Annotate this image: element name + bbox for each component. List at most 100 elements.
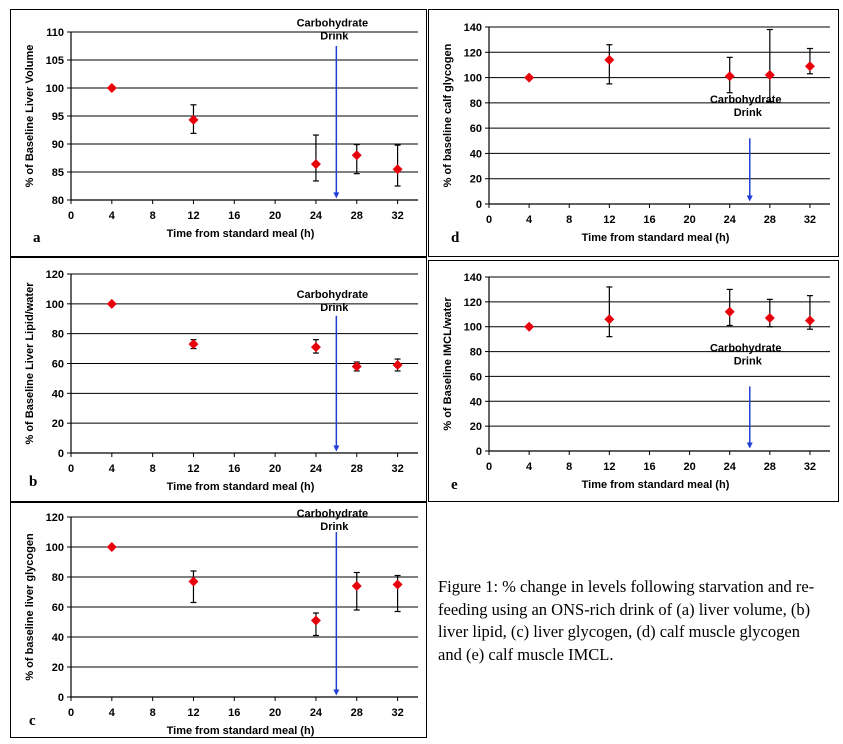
data-point bbox=[764, 70, 775, 81]
data-point bbox=[392, 359, 403, 370]
y-tick-label: 80 bbox=[470, 98, 482, 110]
x-tick-label: 32 bbox=[391, 210, 403, 222]
y-axis-label: % of Baseline Liver Lipid/water bbox=[24, 282, 36, 445]
y-tick-label: 20 bbox=[470, 174, 482, 186]
y-tick-label: 80 bbox=[52, 572, 64, 584]
panel-label: d bbox=[451, 230, 460, 246]
x-axis-label: Time from standard meal (h) bbox=[582, 479, 730, 491]
y-tick-label: 80 bbox=[52, 195, 64, 207]
data-point bbox=[724, 71, 735, 82]
x-tick-label: 28 bbox=[764, 214, 776, 226]
x-tick-label: 8 bbox=[566, 214, 572, 226]
annotation-text: Carbohydrate bbox=[710, 94, 782, 106]
annotation-text: Carbohydrate bbox=[297, 289, 369, 301]
y-tick-label: 120 bbox=[46, 269, 64, 281]
x-tick-label: 4 bbox=[109, 210, 116, 222]
x-tick-label: 0 bbox=[486, 214, 492, 226]
y-tick-label: 110 bbox=[46, 27, 64, 39]
data-point bbox=[188, 114, 199, 125]
y-tick-label: 105 bbox=[46, 55, 64, 67]
x-tick-label: 28 bbox=[351, 463, 363, 475]
data-point bbox=[604, 54, 615, 65]
y-tick-label: 140 bbox=[464, 272, 482, 284]
x-tick-label: 4 bbox=[109, 463, 116, 475]
data-point bbox=[392, 164, 403, 175]
x-tick-label: 16 bbox=[643, 214, 655, 226]
y-tick-label: 0 bbox=[476, 446, 482, 458]
data-point bbox=[351, 150, 362, 161]
y-tick-label: 120 bbox=[464, 47, 482, 59]
y-tick-label: 20 bbox=[52, 418, 64, 430]
x-tick-label: 8 bbox=[150, 707, 156, 719]
y-axis-label: % of baseline liver glycogen bbox=[24, 533, 36, 681]
x-axis-label: Time from standard meal (h) bbox=[167, 228, 315, 240]
y-tick-label: 90 bbox=[52, 139, 64, 151]
y-tick-label: 40 bbox=[470, 148, 482, 160]
y-tick-label: 80 bbox=[52, 329, 64, 341]
data-point bbox=[106, 83, 117, 93]
x-tick-label: 28 bbox=[764, 461, 776, 473]
y-tick-label: 120 bbox=[464, 297, 482, 309]
x-tick-label: 24 bbox=[310, 707, 323, 719]
annotation-text: Drink bbox=[734, 107, 763, 119]
x-tick-label: 4 bbox=[109, 707, 116, 719]
x-tick-label: 20 bbox=[269, 463, 281, 475]
x-tick-label: 0 bbox=[68, 463, 74, 475]
y-tick-label: 80 bbox=[470, 347, 482, 359]
x-tick-label: 20 bbox=[683, 461, 695, 473]
panel-label: c bbox=[29, 713, 36, 729]
y-tick-label: 0 bbox=[58, 448, 64, 460]
data-point bbox=[764, 313, 775, 324]
x-axis-label: Time from standard meal (h) bbox=[582, 232, 730, 244]
x-tick-label: 32 bbox=[804, 214, 816, 226]
data-point bbox=[106, 298, 117, 309]
x-tick-label: 12 bbox=[187, 210, 199, 222]
y-tick-label: 40 bbox=[52, 632, 64, 644]
x-tick-label: 16 bbox=[228, 210, 240, 222]
x-axis-label: Time from standard meal (h) bbox=[167, 725, 315, 737]
x-tick-label: 24 bbox=[724, 214, 737, 226]
panel-label: a bbox=[33, 230, 41, 246]
data-point bbox=[524, 72, 535, 83]
y-axis-label: % of baseline calf glycogen bbox=[442, 43, 454, 187]
y-tick-label: 0 bbox=[476, 199, 482, 211]
panel-label: b bbox=[29, 474, 37, 490]
data-point bbox=[188, 339, 199, 350]
x-tick-label: 12 bbox=[603, 214, 615, 226]
y-tick-label: 140 bbox=[464, 22, 482, 34]
x-tick-label: 32 bbox=[391, 463, 403, 475]
x-tick-label: 20 bbox=[683, 214, 695, 226]
chart-d-svg: 0 20 40 60 80 100 120 140 0 4 8 12 16 20 24 28 32 Time fr… bbox=[442, 22, 830, 246]
x-tick-label: 12 bbox=[187, 707, 199, 719]
data-point bbox=[106, 542, 117, 552]
arrow-head bbox=[746, 442, 753, 449]
data-point bbox=[804, 315, 815, 326]
x-tick-label: 0 bbox=[486, 461, 492, 473]
data-point bbox=[310, 342, 321, 353]
x-tick-label: 4 bbox=[526, 214, 533, 226]
annotation-text: Drink bbox=[320, 30, 349, 42]
chart-panel-e: 0 20 40 60 80 100 120 140 0 4 8 12 16 20 24 28 32 Time fr… bbox=[428, 260, 839, 502]
x-tick-label: 16 bbox=[228, 707, 240, 719]
x-tick-label: 16 bbox=[228, 463, 240, 475]
y-tick-label: 85 bbox=[52, 167, 64, 179]
data-point bbox=[310, 615, 321, 626]
chart-panel-b: 0 20 40 60 80 100 120 0 4 8 12 16 20 24 28 32 Time from … bbox=[10, 257, 427, 502]
data-point bbox=[604, 314, 615, 325]
annotation-text: Carbohydrate bbox=[710, 343, 782, 355]
data-point bbox=[310, 159, 321, 170]
data-point bbox=[392, 579, 403, 590]
chart-a-svg: 80 85 90 95 100 105 110 0 4 8 12 16 20 24 28 32 Time fro… bbox=[24, 17, 418, 246]
x-tick-label: 24 bbox=[724, 461, 737, 473]
y-tick-label: 100 bbox=[46, 542, 64, 554]
data-point bbox=[351, 361, 362, 372]
x-tick-label: 8 bbox=[150, 210, 156, 222]
annotation-text: Drink bbox=[320, 302, 349, 314]
y-tick-label: 40 bbox=[470, 396, 482, 408]
x-tick-label: 0 bbox=[68, 707, 74, 719]
annotation-text: Drink bbox=[734, 356, 763, 368]
y-tick-label: 100 bbox=[464, 322, 482, 334]
chart-panel-c: 0 20 40 60 80 100 120 0 4 8 12 16 20 24 28 32 Time from … bbox=[10, 502, 427, 738]
y-tick-label: 100 bbox=[46, 83, 64, 95]
y-tick-label: 60 bbox=[470, 123, 482, 135]
